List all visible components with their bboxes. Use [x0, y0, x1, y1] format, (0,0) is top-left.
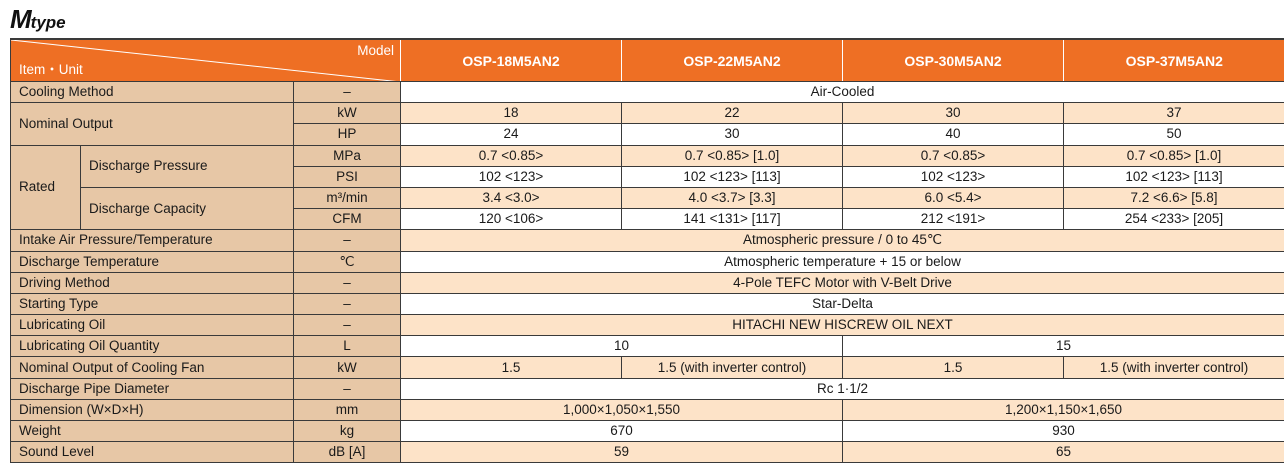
model-header: OSP-30M5AN2	[842, 38, 1065, 82]
table-row: Discharge Pipe Diameter – Rc 1·1/2	[10, 377, 1284, 400]
table-row: Lubricating Oil – HITACHI NEW HISCREW OI…	[10, 314, 1284, 337]
table-row: Intake Air Pressure/Temperature – Atmosp…	[10, 229, 1284, 252]
table-row: Nominal Output kW 18 22 30 37	[10, 102, 1284, 146]
table-row: Discharge Capacity m³/min 3.4 <3.0> 4.0 …	[11, 186, 1284, 231]
table-row: Driving Method – 4-Pole TEFC Motor with …	[10, 271, 1284, 294]
table-row: Weight kg 670 930	[10, 419, 1284, 443]
model-header: OSP-37M5AN2	[1063, 38, 1284, 82]
model-header: OSP-22M5AN2	[621, 38, 844, 82]
table-row: CFM 120 <106> 141 <131> [117] 212 <191> …	[11, 208, 1284, 231]
table-row: PSI 102 <123> 102 <123> [113] 102 <123> …	[11, 165, 1284, 188]
table-row: Dimension (W×D×H) mm 1,000×1,050×1,550 1…	[10, 398, 1284, 422]
spec-table: Model Item・Unit OSP-18M5AN2 OSP-22M5AN2 …	[9, 38, 1284, 464]
table-row: Rated Discharge Pressure MPa 0.7 <0.85> …	[10, 144, 1284, 231]
header-row: Model Item・Unit OSP-18M5AN2 OSP-22M5AN2 …	[9, 38, 1284, 82]
table-row: Sound Level dB [A] 59 65	[10, 441, 1284, 464]
table-row: Discharge Temperature ℃ Atmospheric temp…	[10, 250, 1284, 273]
page-title: Mtype	[10, 4, 66, 34]
table-row: Cooling Method – Air-Cooled	[10, 80, 1284, 104]
diagonal-divider	[15, 40, 392, 81]
table-row: Lubricating Oil Quantity L 10 15	[10, 335, 1284, 358]
table-row: HP 24 30 40 50	[11, 123, 1284, 146]
header-corner: Model Item・Unit	[9, 38, 402, 82]
table-row: Starting Type – Star-Delta	[10, 292, 1284, 316]
table-row: Nominal Output of Cooling Fan kW 1.5 1.5…	[10, 356, 1284, 379]
model-header: OSP-18M5AN2	[400, 38, 623, 82]
